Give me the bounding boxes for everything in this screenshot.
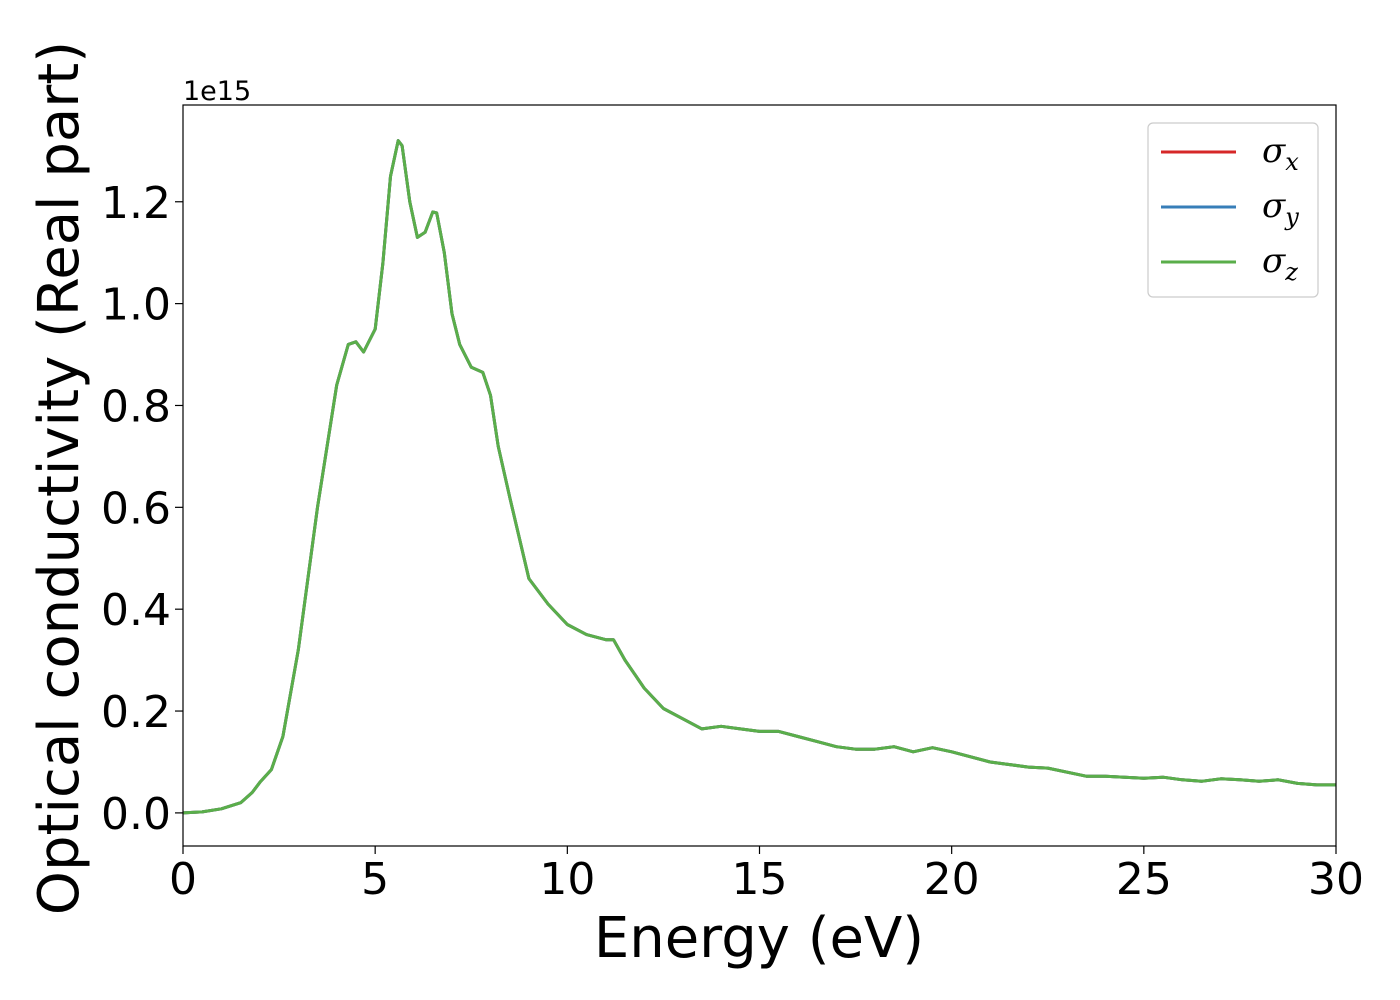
legend-label: σx bbox=[1262, 131, 1299, 176]
x-tick-label: 20 bbox=[924, 854, 980, 905]
y-tick-label: 0.6 bbox=[101, 483, 171, 534]
y-axis-ticks: 0.0 0.2 0.4 0.6 0.8 1.0 1.2 bbox=[101, 178, 183, 840]
x-axis-label: Energy (eV) bbox=[594, 906, 924, 971]
plot-lines bbox=[182, 139, 1336, 815]
y-tick-label: 1.0 bbox=[101, 280, 171, 331]
y-tick-label: 0.4 bbox=[101, 585, 171, 636]
series-line-2 bbox=[182, 139, 1336, 815]
x-tick-label: 10 bbox=[539, 854, 595, 905]
x-tick-label: 30 bbox=[1308, 854, 1364, 905]
y-tick-label: 1.2 bbox=[101, 178, 171, 229]
x-axis-ticks: 0 5 10 15 20 25 30 bbox=[169, 846, 1364, 905]
legend: σx σy σz bbox=[1147, 122, 1319, 298]
legend-box bbox=[1147, 122, 1319, 298]
x-tick-label: 0 bbox=[169, 854, 197, 905]
y-tick-label: 0.2 bbox=[101, 687, 171, 738]
x-tick-label: 25 bbox=[1116, 854, 1172, 905]
y-tick-label: 0.8 bbox=[101, 381, 171, 432]
y-tick-label: 0.0 bbox=[101, 789, 171, 840]
x-tick-label: 15 bbox=[732, 854, 788, 905]
legend-label: σz bbox=[1262, 241, 1298, 286]
y-axis-label: Optical conductivity (Real part) bbox=[27, 41, 92, 915]
y-offset-label: 1e15 bbox=[183, 76, 251, 107]
x-tick-label: 5 bbox=[361, 854, 389, 905]
legend-label: σy bbox=[1262, 186, 1299, 231]
